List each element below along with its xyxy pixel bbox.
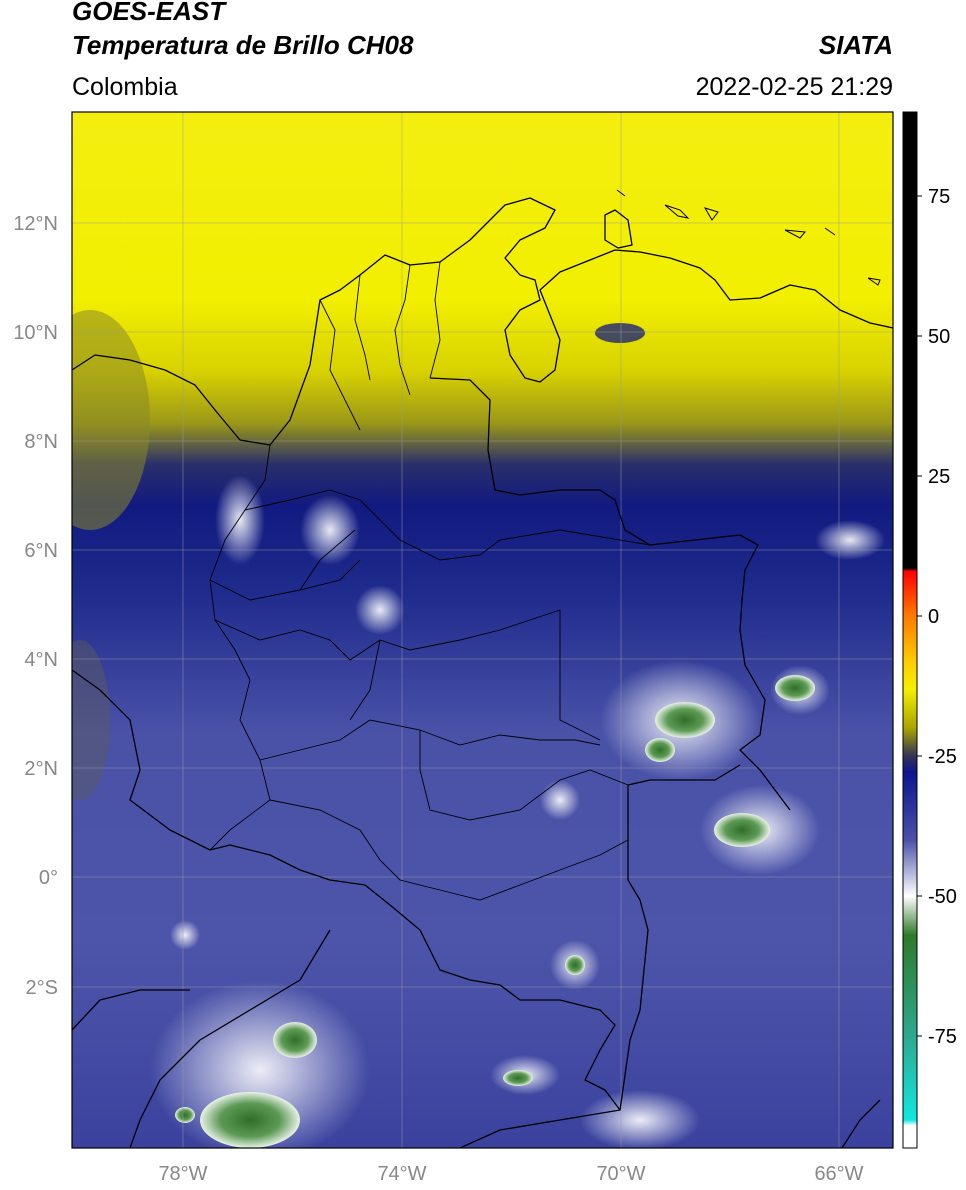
lon-tick-label: 70°W <box>596 1163 645 1185</box>
cloud-patch <box>150 980 370 1148</box>
colorbar-tick-label: 25 <box>928 466 950 488</box>
cloud-patch <box>580 1090 700 1148</box>
gridlines <box>72 112 893 1148</box>
lat-tick-label: 2°N <box>24 758 58 780</box>
map-frame <box>71 111 894 1149</box>
colorbar-tick-label: 50 <box>928 326 950 348</box>
cloud-patch <box>170 920 200 950</box>
colorbar-tick-label: -75 <box>928 1026 957 1048</box>
cold-cloud-top <box>200 1092 300 1148</box>
lon-tick-label: 74°W <box>377 1163 426 1185</box>
cold-cloud-top <box>503 1070 533 1086</box>
cloud-patch <box>215 475 265 565</box>
organization-label: SIATA <box>818 30 893 60</box>
department-borders <box>209 261 651 901</box>
cold-cloud-top <box>645 738 675 762</box>
lon-tick-label: 66°W <box>814 1163 863 1185</box>
title-product: Temperatura de Brillo CH08 <box>72 30 414 60</box>
colorbar-tick-label: -50 <box>928 886 957 908</box>
islands <box>616 189 881 286</box>
title-satellite: GOES-EAST <box>72 0 226 26</box>
lat-tick-label: 8°N <box>24 431 58 453</box>
cold-spot-maracaibo <box>595 323 645 343</box>
region-label: Colombia <box>72 73 178 101</box>
country-borders <box>72 197 893 1148</box>
map-panel <box>72 112 893 1148</box>
colorbar-tick-label: 75 <box>928 186 950 208</box>
cold-cloud-top <box>714 813 770 847</box>
colorbar-tick-label: 0 <box>928 606 939 628</box>
timestamp-label: 2022-02-25 21:29 <box>695 73 893 101</box>
colorbar-tick-label: -25 <box>928 746 957 768</box>
cold-cloud-top <box>775 675 815 701</box>
cloud-patch <box>355 585 405 635</box>
lat-tick-label: 2°S <box>26 977 58 999</box>
warm-band-west <box>72 310 150 530</box>
lat-tick-label: 6°N <box>24 540 58 562</box>
cloud-patch <box>300 495 360 565</box>
lat-tick-label: 12°N <box>13 213 58 235</box>
longitude-axis: 78°W 74°W 70°W 66°W <box>158 1163 863 1185</box>
cold-cloud-top <box>655 702 715 738</box>
lon-tick-label: 78°W <box>158 1163 207 1185</box>
cold-cloud-top <box>273 1022 317 1058</box>
cloud-patch <box>540 780 580 820</box>
latitude-axis: 12°N 10°N 8°N 6°N 4°N 2°N 0° 2°S <box>13 213 58 999</box>
lat-tick-label: 0° <box>39 867 58 889</box>
colorbar-scale <box>902 111 918 1149</box>
cold-cloud-top <box>175 1107 195 1123</box>
colorbar: 75 50 25 0 -25 -50 -75 <box>902 111 957 1149</box>
cold-cloud-top <box>565 955 585 975</box>
warm-band-coast <box>72 640 110 800</box>
lat-tick-label: 10°N <box>13 322 58 344</box>
colorbar-ticks: 75 50 25 0 -25 -50 -75 <box>917 186 957 1048</box>
cloud-patch <box>815 520 885 560</box>
lat-tick-label: 4°N <box>24 649 58 671</box>
brightness-temperature-field <box>72 112 893 1148</box>
